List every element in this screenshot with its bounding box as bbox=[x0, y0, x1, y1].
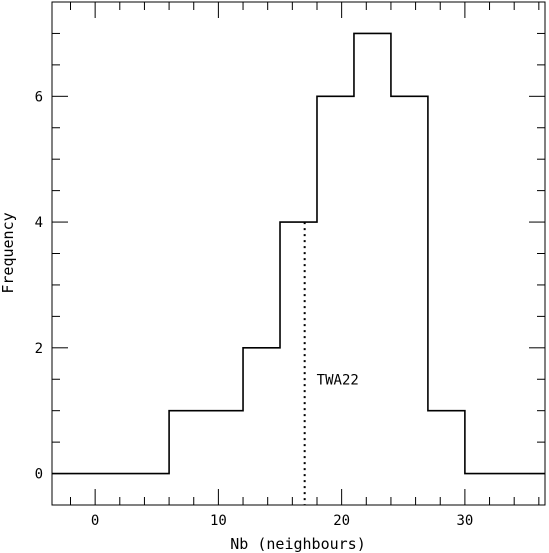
y-tick-label: 4 bbox=[35, 215, 43, 231]
x-tick-label: 30 bbox=[456, 513, 473, 529]
y-tick-label: 0 bbox=[35, 467, 43, 483]
y-tick-label: 6 bbox=[35, 89, 43, 105]
axis-ticks bbox=[52, 1, 545, 506]
x-tick-label: 0 bbox=[91, 513, 99, 529]
y-tick-label: 2 bbox=[35, 341, 43, 357]
x-tick-label: 10 bbox=[210, 513, 227, 529]
y-axis-label: Frequency bbox=[0, 212, 17, 293]
x-tick-label: 20 bbox=[333, 513, 350, 529]
x-axis-label: Nb (neighbours) bbox=[230, 535, 365, 553]
axis-tick-labels: 0 10 20 30 0 2 4 6 bbox=[35, 89, 474, 529]
plot-frame bbox=[51, 1, 546, 506]
twa22-label: TWA22 bbox=[317, 372, 359, 388]
histogram-outline bbox=[52, 32, 545, 475]
